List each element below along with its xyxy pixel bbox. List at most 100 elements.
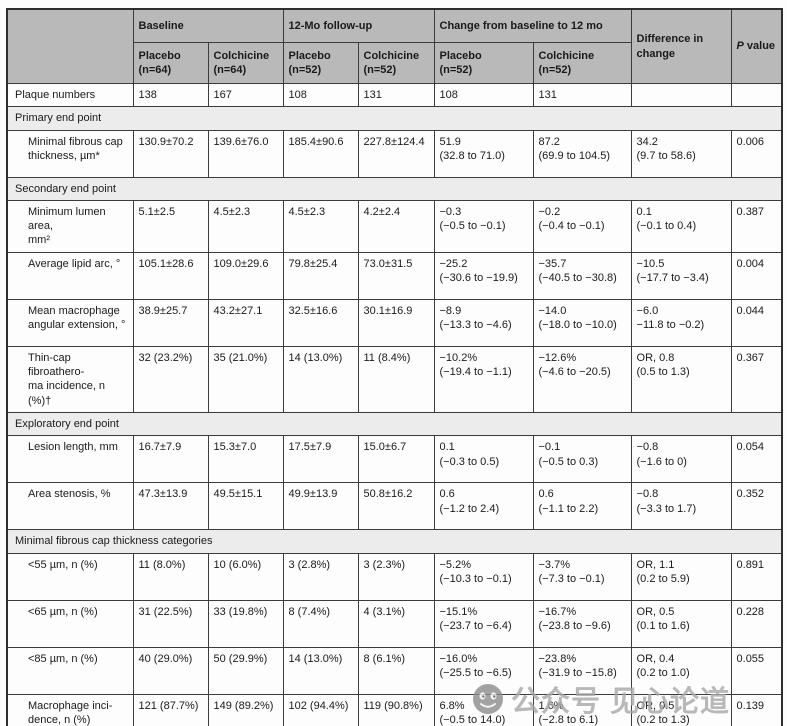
table-cell: 185.4±90.6 — [282, 129, 359, 178]
table-cell: 0.387 — [730, 199, 783, 253]
row-label: Mean macrophage angular extension, ° — [6, 298, 134, 347]
table-cell: 121 (87.7%) — [132, 693, 209, 726]
table-cell: 149 (89.2%) — [207, 693, 284, 726]
header-followup-colchicine: Colchicine (n=52) — [357, 42, 435, 84]
header-difference-in-change: Difference in change — [630, 8, 732, 84]
table-cell: 31 (22.5%) — [132, 599, 209, 648]
table-row: <55 µm, n (%) 11 (8.0%) 10 (6.0%) 3 (2.8%) 3… — [6, 552, 783, 601]
row-label: <65 µm, n (%) — [6, 599, 134, 648]
row-label: Thin-cap fibroathero- ma incidence, n (%… — [6, 345, 134, 413]
table-cell: 16.7±7.9 — [132, 435, 209, 484]
table-cell: 0.6 (−1.1 to 2.2) — [532, 482, 632, 531]
table-cell: 0.139 — [730, 693, 783, 726]
table-cell: 87.2 (69.9 to 104.5) — [532, 129, 632, 178]
table-row: Minimal fibrous cap thickness, µm* 130.9±… — [6, 129, 783, 178]
table-row: Average lipid arc, ° 105.1±28.6 109.0±29.6… — [6, 251, 783, 300]
table-cell: OR, 0.5 (0.1 to 1.6) — [630, 599, 732, 648]
table-cell: 33 (19.8%) — [207, 599, 284, 648]
table-cell: 138 — [132, 82, 209, 108]
table-cell: −35.7 (−40.5 to −30.8) — [532, 251, 632, 300]
table-cell: −23.8% (−31.9 to −15.8) — [532, 646, 632, 695]
table-cell: −6.0 −11.8 to −0.2) — [630, 298, 732, 347]
table-cell: 50.8±16.2 — [357, 482, 435, 531]
table-cell: 0.004 — [730, 251, 783, 300]
header-followup-placebo: Placebo (n=52) — [282, 42, 359, 84]
table-cell: 38.9±25.7 — [132, 298, 209, 347]
table-cell: 5.1±2.5 — [132, 199, 209, 253]
header-group-row: Baseline 12-Mo follow-up Change from bas… — [6, 8, 783, 84]
table-cell: −16.0% (−25.5 to −6.5) — [433, 646, 534, 695]
table-cell: 131 — [357, 82, 435, 108]
table-cell: 0.891 — [730, 552, 783, 601]
row-label: Lesion length, mm — [6, 435, 134, 484]
table-cell: 8 (6.1%) — [357, 646, 435, 695]
table-cell: 32 (23.2%) — [132, 345, 209, 413]
row-label: Average lipid arc, ° — [6, 251, 134, 300]
table-cell: 1.6% (−2.8 to 6.1) — [532, 693, 632, 726]
table-cell: 4 (3.1%) — [357, 599, 435, 648]
table-cell: 11 (8.0%) — [132, 552, 209, 601]
table-cell: 130.9±70.2 — [132, 129, 209, 178]
p-value-rest: value — [743, 40, 776, 53]
table-cell: 14 (13.0%) — [282, 345, 359, 413]
header-baseline-placebo: Placebo (n=64) — [132, 42, 209, 84]
table-cell: −5.2% (−10.3 to −0.1) — [433, 552, 534, 601]
table-cell: 49.5±15.1 — [207, 482, 284, 531]
table-row: Minimum lumen area, mm² 5.1±2.5 4.5±2.3 4.5… — [6, 199, 783, 253]
table-cell: −0.2 (−0.4 to −0.1) — [532, 199, 632, 253]
table-cell — [630, 82, 732, 108]
section-row: Minimal fibrous cap thickness categories — [6, 529, 783, 554]
table-cell: 0.044 — [730, 298, 783, 347]
header-change-placebo: Placebo (n=52) — [433, 42, 534, 84]
table-cell — [730, 82, 783, 108]
table-cell: 0.367 — [730, 345, 783, 413]
table-row: Mean macrophage angular extension, ° 38.9… — [6, 298, 783, 347]
table-cell: −12.6% (−4.6 to −20.5) — [532, 345, 632, 413]
table-cell: 0.054 — [730, 435, 783, 484]
header-group-baseline: Baseline — [132, 8, 284, 43]
table-row: Thin-cap fibroathero- ma incidence, n (%… — [6, 345, 783, 413]
table-cell: 108 — [282, 82, 359, 108]
p-value-italic-p: P — [736, 40, 744, 53]
table-row: <85 µm, n (%) 40 (29.0%) 50 (29.9%) 14 (13.… — [6, 646, 783, 695]
table-cell: 4.5±2.3 — [282, 199, 359, 253]
table-cell: 79.8±25.4 — [282, 251, 359, 300]
table-cell: −16.7% (−23.8 to −9.6) — [532, 599, 632, 648]
header-change-colchicine: Colchicine (n=52) — [532, 42, 632, 84]
table-cell: 4.2±2.4 — [357, 199, 435, 253]
table-cell: 49.9±13.9 — [282, 482, 359, 531]
table-cell: −8.9 (−13.3 to −4.6) — [433, 298, 534, 347]
table-row: Macrophage inci- dence, n (%) 121 (87.7%)… — [6, 693, 783, 726]
table-cell: 109.0±29.6 — [207, 251, 284, 300]
table-cell: 51.9 (32.8 to 71.0) — [433, 129, 534, 178]
section-label: Minimal fibrous cap thickness categories — [6, 529, 783, 554]
results-table: Baseline 12-Mo follow-up Change from bas… — [6, 8, 784, 726]
table-cell: 47.3±13.9 — [132, 482, 209, 531]
table-cell: OR, 1.1 (0.2 to 5.9) — [630, 552, 732, 601]
table-cell: −25.2 (−30.6 to −19.9) — [433, 251, 534, 300]
table-cell: 14 (13.0%) — [282, 646, 359, 695]
section-row: Exploratory end point — [6, 411, 783, 437]
table-cell: −0.1 (−0.5 to 0.3) — [532, 435, 632, 484]
table-body: Plaque numbers 138 167 108 131 108 131 Primary … — [6, 82, 783, 726]
row-label: Macrophage inci- dence, n (%) — [6, 693, 134, 726]
row-label: Area stenosis, % — [6, 482, 134, 531]
table-cell: 0.055 — [730, 646, 783, 695]
table-cell: 119 (90.8%) — [357, 693, 435, 726]
table-cell: 0.1 (−0.1 to 0.4) — [630, 199, 732, 253]
table-cell: 139.6±76.0 — [207, 129, 284, 178]
table-cell: −0.8 (−1.6 to 0) — [630, 435, 732, 484]
table-cell: −15.1% (−23.7 to −6.4) — [433, 599, 534, 648]
section-label: Secondary end point — [6, 176, 783, 201]
table-cell: 227.8±124.4 — [357, 129, 435, 178]
table-cell: 0.006 — [730, 129, 783, 178]
table-cell: 40 (29.0%) — [132, 646, 209, 695]
table-cell: −10.5 (−17.7 to −3.4) — [630, 251, 732, 300]
table-row: Plaque numbers 138 167 108 131 108 131 — [6, 82, 783, 108]
table-cell: 3 (2.3%) — [357, 552, 435, 601]
table-cell: 105.1±28.6 — [132, 251, 209, 300]
table-cell: 3 (2.8%) — [282, 552, 359, 601]
table-cell: 35 (21.0%) — [207, 345, 284, 413]
table-cell: 102 (94.4%) — [282, 693, 359, 726]
results-table-container: Baseline 12-Mo follow-up Change from bas… — [6, 8, 784, 726]
